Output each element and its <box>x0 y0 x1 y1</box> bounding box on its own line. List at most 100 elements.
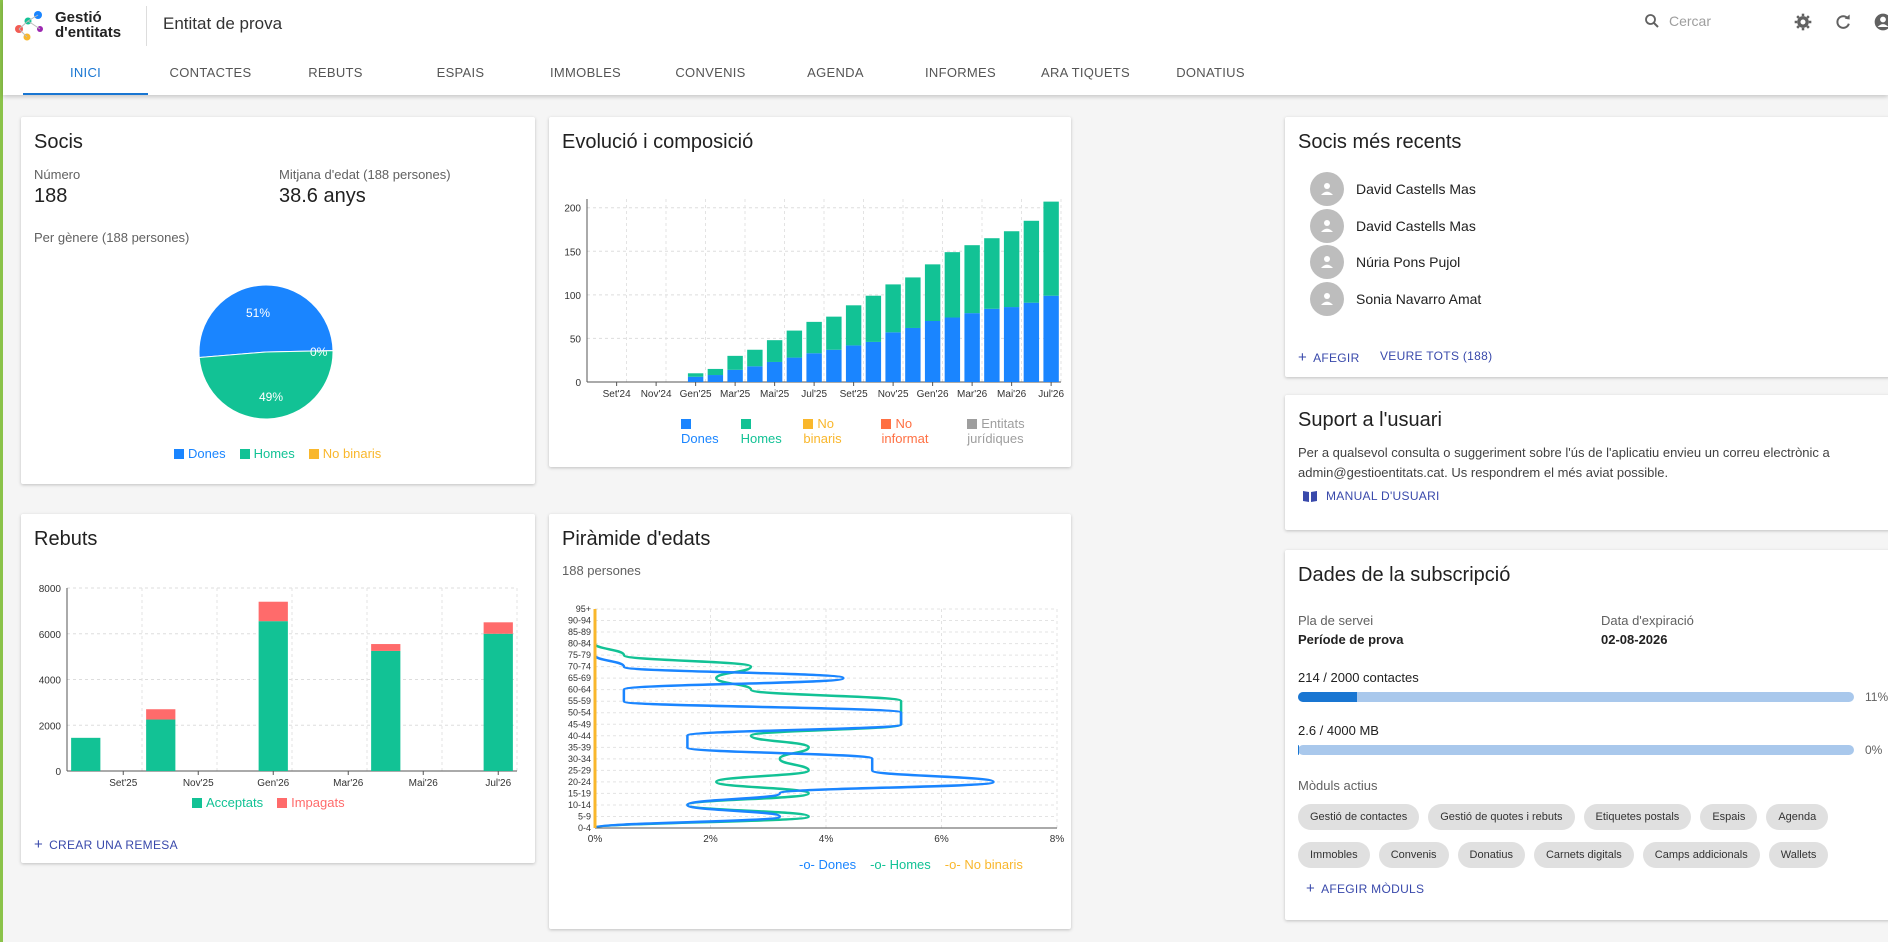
legend-acceptats[interactable]: Acceptats <box>192 795 263 810</box>
contacts-usage-label: 214 / 2000 contactes <box>1298 670 1419 685</box>
rebuts-chart: 0 2000 4000 6000 8000 Set'25 Nov'25 Gen'26 Mar'2… <box>39 584 518 789</box>
legend-dones[interactable]: Dones <box>174 446 226 461</box>
module-chip[interactable]: Agenda <box>1766 804 1829 830</box>
bar-homes <box>1043 201 1059 296</box>
x-tick-label: Mar'25 <box>720 389 751 400</box>
module-chip[interactable]: Gestió de contactes <box>1298 804 1420 830</box>
rebuts-legend: Acceptats Impagats <box>192 795 345 810</box>
gender-pie-chart: 51% 49% 0% <box>198 284 334 420</box>
legend-pyr-no-binaris[interactable]: -o- No binaris <box>945 857 1023 872</box>
socis-number-label: Número <box>34 167 81 182</box>
legend-dones-label: Dones <box>188 446 226 461</box>
legend-pyr-dones[interactable]: -o- Dones <box>799 857 856 872</box>
bar-impagats <box>483 622 513 634</box>
y-tick-label: 85-89 <box>568 627 591 637</box>
bar-impagats <box>146 709 176 720</box>
recent-member-name: Sonia Navarro Amat <box>1356 291 1482 307</box>
y-tick-label: 2000 <box>39 721 62 732</box>
module-chip[interactable]: Immobles <box>1298 842 1370 868</box>
person-icon <box>1321 256 1333 268</box>
expiry-label: Data d'expiració <box>1601 613 1694 628</box>
recent-member-item[interactable]: Núria Pons Pujol <box>1310 245 1460 279</box>
search-box[interactable]: Cercar <box>1643 12 1711 30</box>
module-chip[interactable]: Convenis <box>1378 842 1449 868</box>
legend-evo-homes-label: Homes <box>740 431 782 446</box>
tab-agenda[interactable]: AGENDA <box>807 65 864 80</box>
legend-evo-no-informat[interactable]: No informat <box>881 416 953 446</box>
module-chip[interactable]: Espais <box>1700 804 1758 830</box>
recent-member-item[interactable]: Sonia Navarro Amat <box>1310 282 1481 316</box>
main-tabs: INICI CONTACTES REBUTS ESPAIS IMMOBLES C… <box>23 55 1273 95</box>
x-tick-label: Mai'25 <box>760 389 790 400</box>
recent-member-item[interactable]: David Castells Mas <box>1310 172 1476 206</box>
module-chip[interactable]: Donatius <box>1457 842 1525 868</box>
y-tick-label: 70-74 <box>568 662 591 672</box>
legend-no-binaris[interactable]: No binaris <box>308 446 381 461</box>
bar-dones <box>826 349 842 382</box>
user-manual-button[interactable]: MANUAL D'USUARI <box>1302 489 1440 503</box>
y-tick-label: 100 <box>564 291 581 302</box>
tab-contactes[interactable]: CONTACTES <box>169 65 252 80</box>
plus-icon: + <box>34 836 44 853</box>
module-chip[interactable]: Gestió de quotes i rebuts <box>1428 804 1575 830</box>
y-tick-label: 25-29 <box>568 765 591 775</box>
add-modules-button[interactable]: + AFEGIR MÒDULS <box>1306 880 1424 897</box>
y-tick-label: 8000 <box>39 584 62 595</box>
module-chip[interactable]: Carnets digitals <box>1533 842 1634 868</box>
tab-donatius[interactable]: DONATIUS <box>1176 65 1245 80</box>
modules-chip-list: Gestió de contactes Gestió de quotes i re… <box>1298 804 1883 880</box>
evolucio-card: Evolució i composició 0 50 100 150 200 Set'24… <box>549 117 1071 467</box>
legend-pyr-homes[interactable]: -o- Homes <box>870 857 931 872</box>
tab-informes[interactable]: INFORMES <box>924 65 996 80</box>
module-chip[interactable]: Wallets <box>1768 842 1829 868</box>
y-tick-label: 45-49 <box>568 719 591 729</box>
legend-evo-no-binaris[interactable]: No binaris <box>803 416 867 446</box>
tab-ara-tiquets[interactable]: ARA TIQUETS <box>1040 65 1131 80</box>
rebuts-card: Rebuts 0 2000 4000 6000 8000 Set'25 Nov'25 Gen'… <box>21 514 535 863</box>
socis-age-value: 38.6 anys <box>279 185 366 207</box>
tab-inici[interactable]: INICI <box>23 55 148 95</box>
legend-impagats[interactable]: Impagats <box>277 795 345 810</box>
account-icon[interactable] <box>1873 12 1888 32</box>
storage-usage-label: 2.6 / 4000 MB <box>1298 723 1379 738</box>
x-tick-label: 8% <box>1050 834 1065 845</box>
legend-homes[interactable]: Homes <box>239 446 295 461</box>
person-icon <box>1321 183 1333 195</box>
socis-card: Socis Número 188 Mitjana d'edat (188 per… <box>21 117 535 484</box>
module-chip[interactable]: Etiquetes postals <box>1583 804 1692 830</box>
legend-evo-juridiques[interactable]: Entitats jurídiques <box>967 416 1071 446</box>
book-icon <box>1303 491 1317 502</box>
logo-icon <box>15 11 43 41</box>
view-all-button[interactable]: VEURE TOTS (188) <box>1380 349 1493 363</box>
bar-homes <box>707 368 724 376</box>
x-tick-label: Mai'26 <box>997 389 1027 400</box>
recent-member-name: David Castells Mas <box>1356 181 1476 197</box>
x-tick-label: Mar'26 <box>957 389 988 400</box>
app-logo[interactable]: Gestió d'entitats <box>13 8 121 42</box>
recent-member-item[interactable]: David Castells Mas <box>1310 209 1476 243</box>
legend-evo-dones[interactable]: Dones <box>681 416 727 446</box>
line-marker-icon: -o- <box>799 857 815 872</box>
subscription-title: Dades de la subscripció <box>1298 564 1511 586</box>
age-pyramid-title: Piràmide d'edats <box>562 528 711 550</box>
plan-value: Període de prova <box>1298 632 1404 647</box>
refresh-icon[interactable] <box>1833 12 1853 32</box>
y-tick-label: 5-9 <box>578 811 591 821</box>
bar-homes <box>806 321 822 354</box>
search-input[interactable]: Cercar <box>1669 13 1712 29</box>
create-remesa-button[interactable]: + CREAR UNA REMESA <box>34 836 178 853</box>
settings-icon[interactable] <box>1793 12 1813 32</box>
legend-evo-homes[interactable]: Homes <box>740 416 790 446</box>
tab-convenis[interactable]: CONVENIS <box>675 65 746 80</box>
bar-dones <box>944 317 961 382</box>
tab-rebuts[interactable]: REBUTS <box>308 65 363 80</box>
y-tick-label: 75-79 <box>568 650 591 660</box>
legend-pyr-dones-label: Dones <box>818 857 857 872</box>
plus-icon: + <box>1298 349 1308 366</box>
tab-espais[interactable]: ESPAIS <box>436 65 485 80</box>
tab-immobles[interactable]: IMMOBLES <box>549 65 622 80</box>
module-chip[interactable]: Camps addicionals <box>1642 842 1760 868</box>
socis-number-value: 188 <box>34 185 68 207</box>
bar-homes <box>727 355 743 370</box>
add-member-button[interactable]: + AFEGIR <box>1298 349 1360 366</box>
